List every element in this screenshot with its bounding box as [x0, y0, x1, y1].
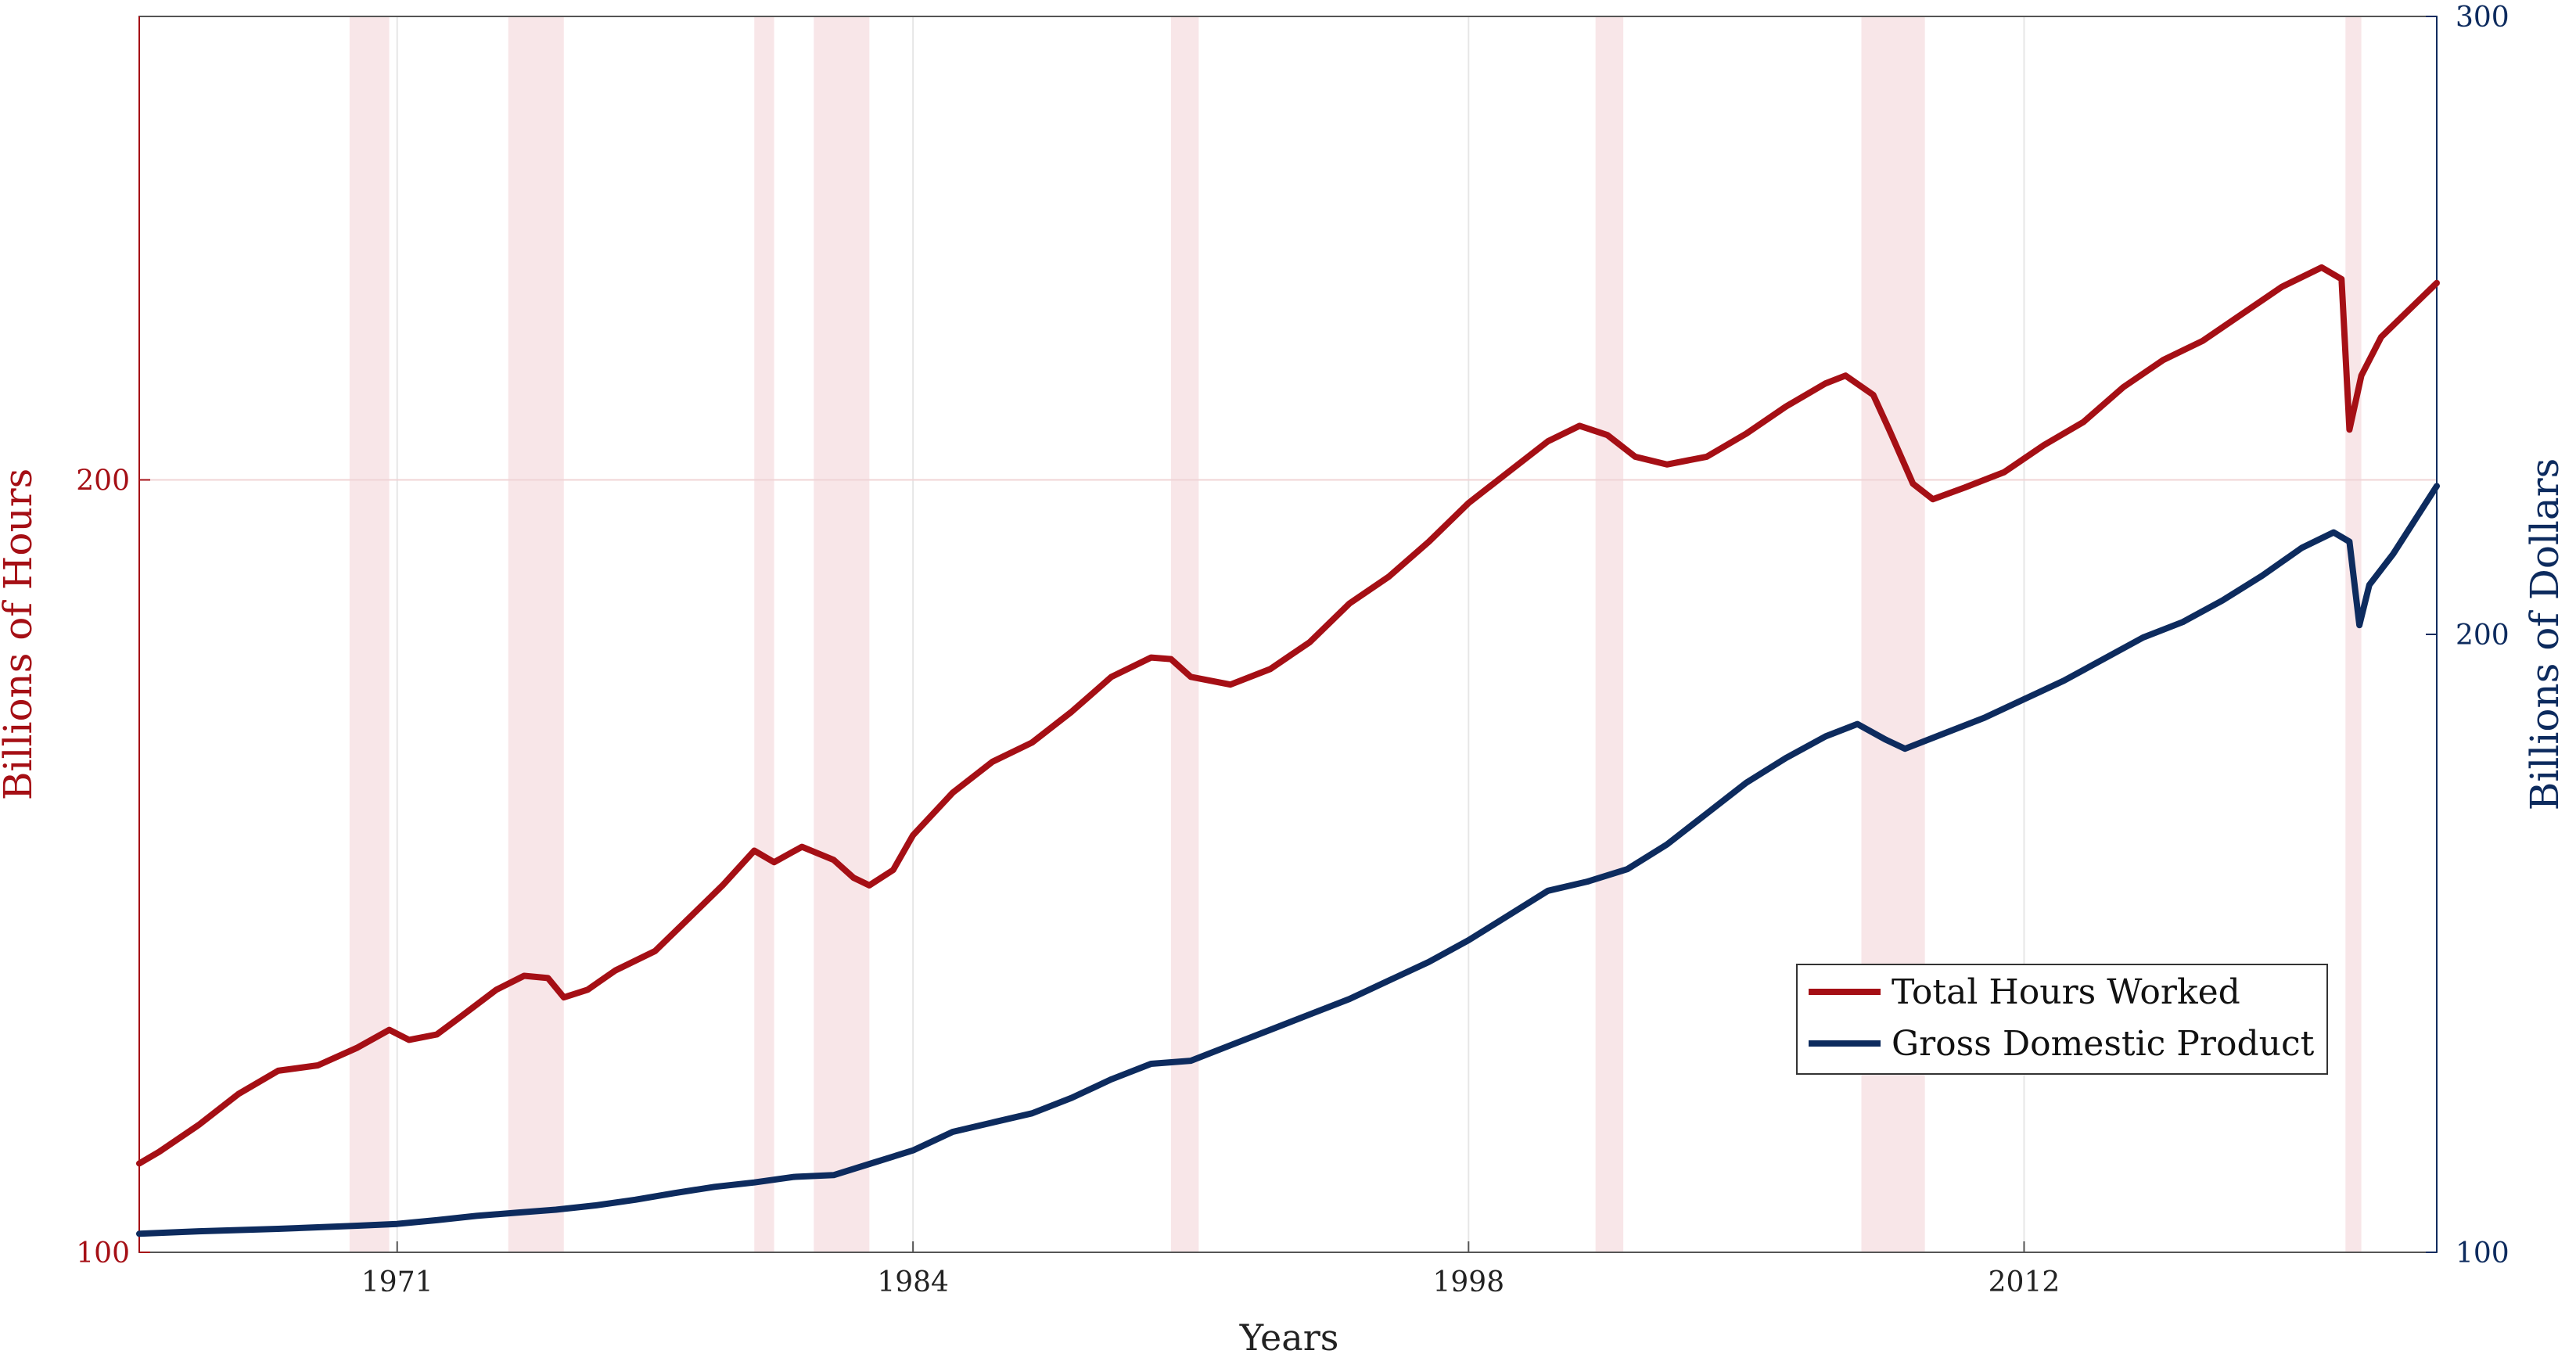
legend-label-gdp: Gross Domestic Product: [1892, 1024, 2315, 1064]
x-tick-label-3: 2012: [1989, 1266, 2060, 1298]
recession-bands: [349, 16, 2362, 1252]
series-lines: [136, 264, 2440, 1237]
legend-box: [1796, 964, 2328, 1075]
recession-band-5: [1595, 16, 1624, 1252]
y-right-tick-label-1: 200: [2456, 620, 2510, 652]
y-axis-title-left: Billions of Hours: [0, 469, 41, 801]
recession-band-4: [1170, 16, 1199, 1252]
y-axis-title-right: Billions of Dollars: [2522, 458, 2567, 811]
recession-band-2: [754, 16, 774, 1252]
y-left-tick-label-1: 200: [76, 465, 130, 497]
series-line-hours: [136, 264, 2440, 1167]
legend: Total Hours Worked Gross Domestic Produc…: [1796, 964, 2328, 1075]
tick-labels: 1971 1984 1998 2012 100 200 100 200 300: [76, 2, 2509, 1298]
recession-band-1: [508, 16, 564, 1252]
recession-band-0: [349, 16, 390, 1252]
recession-band-3: [814, 16, 870, 1252]
x-tick-label-2: 1998: [1432, 1266, 1504, 1298]
y-right-tick-label-2: 300: [2456, 2, 2510, 34]
x-tick-label-1: 1984: [877, 1266, 949, 1298]
legend-label-hours: Total Hours Worked: [1892, 972, 2240, 1012]
x-axis-title: Years: [1239, 1316, 1339, 1354]
y-right-tick-label-0: 100: [2456, 1237, 2510, 1270]
x-tick-label-0: 1971: [361, 1266, 433, 1298]
series-line-gdp: [136, 483, 2440, 1237]
recession-band-7: [2345, 16, 2362, 1252]
y-left-tick-label-0: 100: [76, 1237, 130, 1270]
